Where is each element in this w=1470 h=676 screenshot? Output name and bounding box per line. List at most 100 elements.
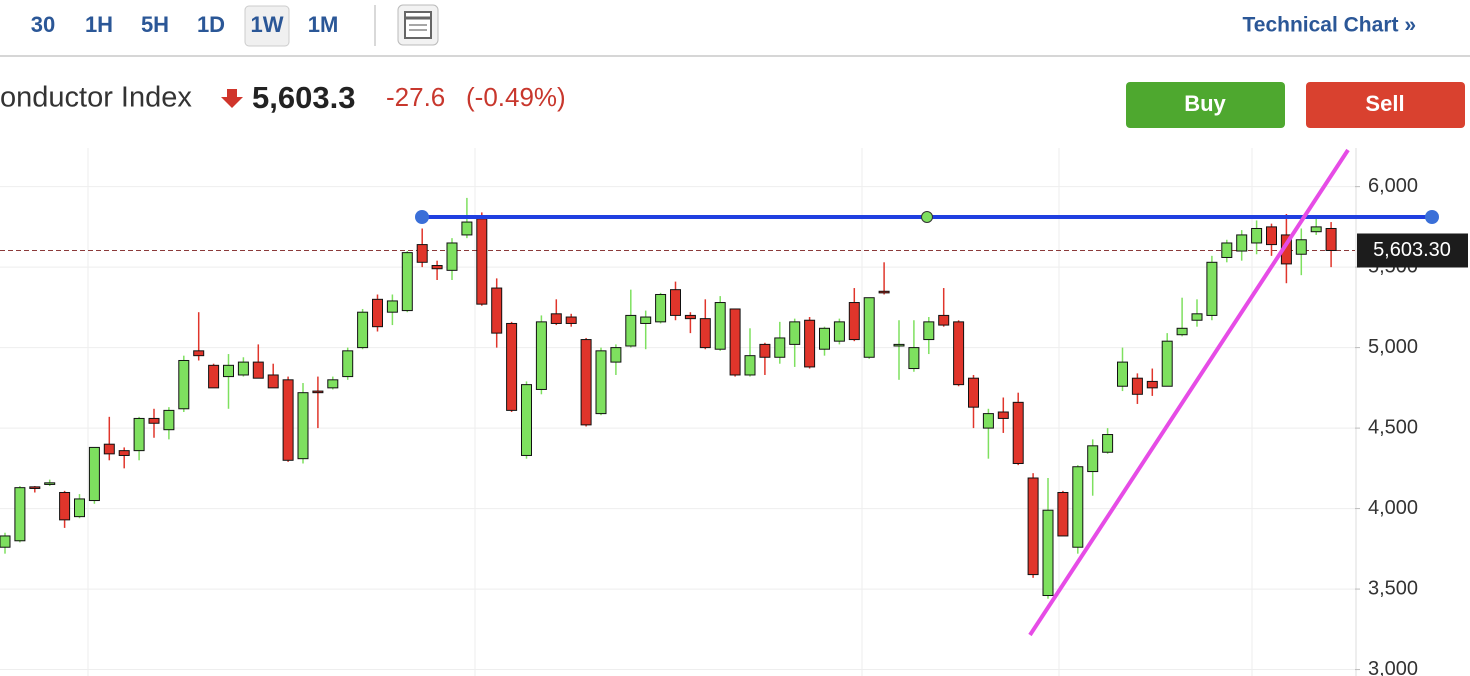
candle-body xyxy=(580,339,592,426)
trend-line[interactable] xyxy=(1028,148,1350,637)
price-axis: 3,0003,5004,0004,5005,0005,5006,0005,603… xyxy=(1355,175,1468,676)
candle-body xyxy=(29,486,41,489)
interval-button[interactable]: 1D xyxy=(197,12,225,37)
interval-button[interactable]: 1H xyxy=(85,12,113,37)
candle-body xyxy=(923,321,935,341)
candle-body xyxy=(625,314,637,347)
candle-body xyxy=(416,244,428,263)
candle-body xyxy=(729,308,741,376)
candle-body xyxy=(476,218,488,305)
candle-body xyxy=(372,298,383,328)
candle-body xyxy=(282,379,294,461)
candle-body xyxy=(1146,380,1158,389)
candle-body xyxy=(74,498,85,518)
candle-body xyxy=(1191,313,1203,321)
candle-body xyxy=(655,293,667,323)
candle-body xyxy=(1057,491,1069,537)
candle-body xyxy=(133,417,145,452)
candle-body xyxy=(521,384,532,456)
candle-body xyxy=(640,316,652,324)
candle-body xyxy=(535,321,547,390)
candle-body xyxy=(88,446,100,502)
candle-body xyxy=(461,221,473,236)
line-handle[interactable] xyxy=(1425,210,1439,224)
sell-button[interactable] xyxy=(1306,82,1465,128)
y-tick-label: 5,000 xyxy=(1368,336,1418,358)
candle-body xyxy=(506,322,518,411)
candle-body xyxy=(327,379,339,389)
candle-body xyxy=(223,364,234,378)
down-arrow xyxy=(221,89,243,108)
candle-body xyxy=(491,287,503,334)
candle-body xyxy=(938,314,950,326)
candle-body xyxy=(431,265,443,270)
candle-body xyxy=(595,350,607,415)
candle-body xyxy=(774,337,786,358)
candle-body xyxy=(1266,226,1277,246)
candle-body xyxy=(446,242,458,271)
candle-body xyxy=(178,359,190,410)
candle-body xyxy=(1325,227,1337,251)
candle-body xyxy=(342,350,354,378)
candle-body xyxy=(1176,327,1188,336)
drawings xyxy=(415,148,1439,637)
candle-body xyxy=(1310,226,1322,233)
candle-body xyxy=(1027,477,1039,576)
sell-label[interactable]: Sell xyxy=(1365,91,1404,116)
toolbar: 30 1H 5H 1D 1W 1M xyxy=(31,5,339,47)
candle-body xyxy=(789,321,801,345)
candle-body xyxy=(982,413,994,429)
candle-body xyxy=(1161,340,1173,387)
layout-icon[interactable] xyxy=(397,4,439,46)
line-handle[interactable] xyxy=(921,211,933,223)
line-handle[interactable] xyxy=(415,210,429,224)
interval-button[interactable]: 1M xyxy=(308,12,339,37)
candle-body xyxy=(953,321,965,386)
candle-body xyxy=(1087,445,1099,473)
candle-body xyxy=(699,318,711,349)
candle-body xyxy=(670,289,681,316)
candle-body xyxy=(908,347,920,370)
grid xyxy=(0,148,1355,676)
candle-body xyxy=(163,409,175,431)
y-tick-label: 3,500 xyxy=(1368,577,1418,599)
candle-body xyxy=(252,361,264,379)
y-tick-label: 6,000 xyxy=(1368,175,1418,197)
candle-body xyxy=(968,377,979,408)
price-change: -27.6 xyxy=(386,82,445,112)
candle-body xyxy=(357,311,369,349)
candle-body xyxy=(401,252,413,312)
candle-body xyxy=(386,300,398,313)
candle-body xyxy=(118,450,130,456)
candle-body xyxy=(1012,401,1024,465)
price-change-percent: (-0.49%) xyxy=(466,82,566,112)
candle-body xyxy=(878,290,890,294)
last-price-label: 5,603.30 xyxy=(1373,239,1451,261)
candle-body xyxy=(59,491,71,521)
y-tick-label: 3,000 xyxy=(1368,658,1418,676)
candle-body xyxy=(148,417,160,424)
y-tick-label: 4,000 xyxy=(1368,497,1418,519)
candle-body xyxy=(863,297,875,358)
interval-button[interactable]: 30 xyxy=(31,12,55,37)
buy-button[interactable] xyxy=(1126,82,1285,128)
candle-body xyxy=(44,482,56,485)
interval-button[interactable]: 5H xyxy=(141,12,169,37)
candle-body xyxy=(297,392,309,460)
buy-label[interactable]: Buy xyxy=(1184,91,1226,116)
candle-body xyxy=(1295,239,1307,255)
candle-body xyxy=(0,535,11,548)
interval-button[interactable]: 1W xyxy=(251,12,284,37)
candle-body xyxy=(237,361,249,376)
candle-body xyxy=(312,390,324,394)
technical-chart-link[interactable]: Technical Chart » xyxy=(1243,14,1417,37)
y-tick-label: 4,500 xyxy=(1368,416,1418,438)
candle-body xyxy=(550,313,562,324)
instrument-name: onductor Index xyxy=(0,82,192,114)
candle-body xyxy=(14,487,26,542)
candle-body xyxy=(819,327,830,350)
interval-selected[interactable] xyxy=(244,5,290,47)
candle-body xyxy=(684,314,696,320)
